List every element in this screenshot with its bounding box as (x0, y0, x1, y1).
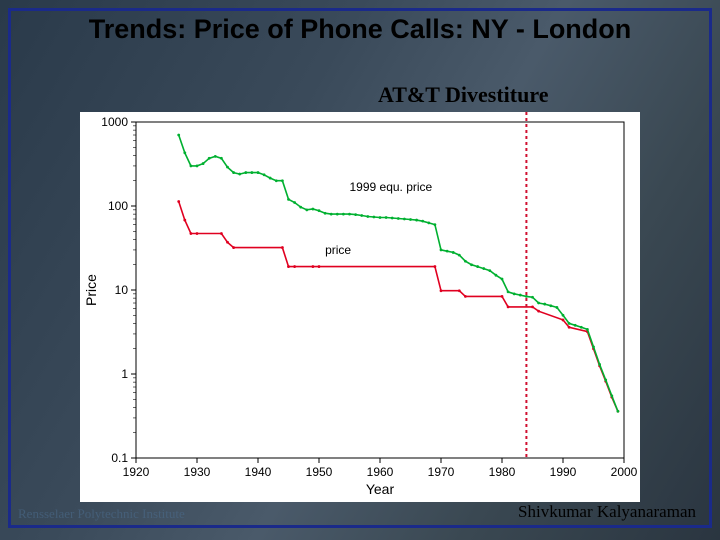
slide-root: Trends: Price of Phone Calls: NY - Londo… (0, 0, 720, 540)
svg-text:1970: 1970 (428, 465, 455, 479)
svg-text:10: 10 (115, 283, 129, 297)
svg-text:Year: Year (366, 481, 395, 497)
slide-title: Trends: Price of Phone Calls: NY - Londo… (16, 14, 704, 45)
svg-text:1940: 1940 (245, 465, 272, 479)
svg-text:1: 1 (121, 367, 128, 381)
svg-text:1980: 1980 (489, 465, 516, 479)
chart-svg: 1920 1930 1940 1950 1960 1970 1980 1990 2000 0.1 1… (80, 112, 640, 502)
svg-text:1960: 1960 (367, 465, 394, 479)
price-chart: 1920 1930 1940 1950 1960 1970 1980 1990 2000 0.1 1… (80, 112, 640, 502)
svg-text:1000: 1000 (101, 115, 128, 129)
svg-text:1920: 1920 (123, 465, 150, 479)
svg-text:1950: 1950 (306, 465, 333, 479)
footer-institute: Rensselaer Polytechnic Institute (18, 506, 185, 522)
svg-text:1930: 1930 (184, 465, 211, 479)
svg-text:Price: Price (83, 274, 99, 306)
svg-text:1999 equ. price: 1999 equ. price (350, 180, 433, 194)
svg-text:0.1: 0.1 (111, 451, 128, 465)
svg-text:1990: 1990 (550, 465, 577, 479)
footer-author: Shivkumar Kalyanaraman (518, 502, 696, 522)
divestiture-annotation: AT&T Divestiture (378, 82, 549, 108)
svg-text:100: 100 (108, 199, 128, 213)
svg-text:2000: 2000 (611, 465, 638, 479)
svg-text:price: price (325, 243, 351, 257)
